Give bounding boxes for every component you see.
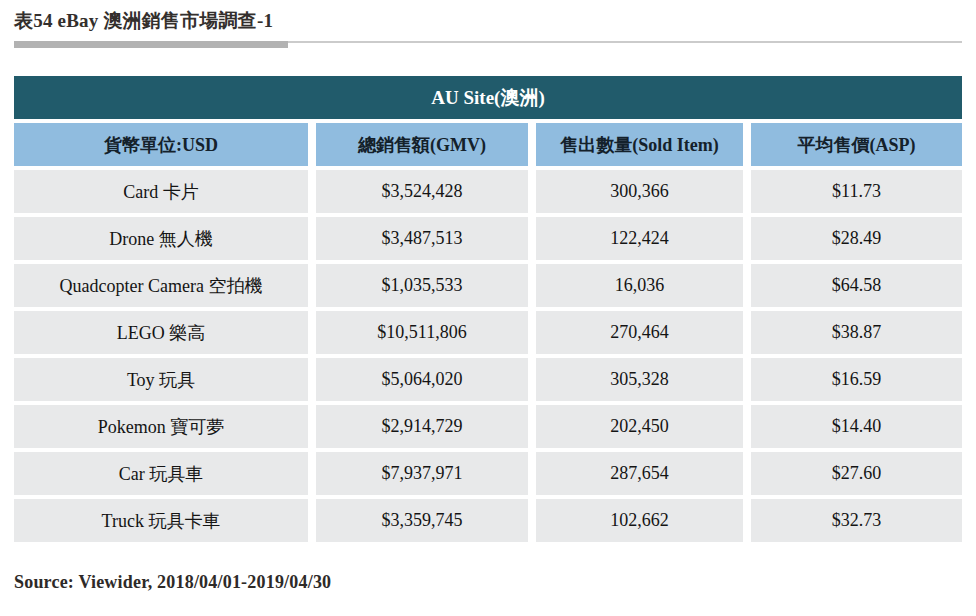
table-banner: AU Site(澳洲): [14, 76, 962, 119]
table-header-row: 貨幣單位:USD 總銷售額(GMV) 售出數量(Sold Item) 平均售價(…: [14, 123, 962, 166]
page-title: 表54 eBay 澳洲銷售市場調查-1: [14, 8, 273, 34]
source-note: Source: Viewider, 2018/04/01-2019/04/30: [14, 572, 331, 593]
cell-gmv: $7,937,971: [316, 452, 528, 495]
cell-sold: 102,662: [536, 499, 743, 542]
cell-category: Toy 玩具: [14, 358, 308, 401]
cell-sold: 16,036: [536, 264, 743, 307]
table-row: Card 卡片$3,524,428300,366$11.73: [14, 170, 962, 213]
table-row: Quadcopter Camera 空拍機$1,035,53316,036$64…: [14, 264, 962, 307]
table-row: Truck 玩具卡車$3,359,745102,662$32.73: [14, 499, 962, 542]
cell-gmv: $2,914,729: [316, 405, 528, 448]
cell-sold: 305,328: [536, 358, 743, 401]
table-row: Car 玩具車$7,937,971287,654$27.60: [14, 452, 962, 495]
table-row: LEGO 樂高$10,511,806270,464$38.87: [14, 311, 962, 354]
cell-gmv: $3,524,428: [316, 170, 528, 213]
cell-category: LEGO 樂高: [14, 311, 308, 354]
table-row: Drone 無人機$3,487,513122,424$28.49: [14, 217, 962, 260]
table-body: Card 卡片$3,524,428300,366$11.73Drone 無人機$…: [14, 170, 962, 542]
cell-asp: $16.59: [751, 358, 962, 401]
sales-table: AU Site(澳洲) 貨幣單位:USD 總銷售額(GMV) 售出數量(Sold…: [14, 76, 962, 542]
cell-sold: 202,450: [536, 405, 743, 448]
cell-asp: $64.58: [751, 264, 962, 307]
cell-sold: 287,654: [536, 452, 743, 495]
cell-gmv: $1,035,533: [316, 264, 528, 307]
title-divider: [14, 41, 962, 48]
cell-asp: $27.60: [751, 452, 962, 495]
cell-category: Pokemon 寶可夢: [14, 405, 308, 448]
cell-sold: 122,424: [536, 217, 743, 260]
cell-category: Card 卡片: [14, 170, 308, 213]
cell-sold: 300,366: [536, 170, 743, 213]
cell-gmv: $10,511,806: [316, 311, 528, 354]
column-header-asp: 平均售價(ASP): [751, 123, 962, 166]
cell-gmv: $3,359,745: [316, 499, 528, 542]
title-divider-accent: [14, 41, 288, 48]
cell-gmv: $3,487,513: [316, 217, 528, 260]
report-page: 表54 eBay 澳洲銷售市場調查-1 AU Site(澳洲) 貨幣單位:USD…: [0, 0, 976, 616]
table-row: Toy 玩具$5,064,020305,328$16.59: [14, 358, 962, 401]
column-header-currency: 貨幣單位:USD: [14, 123, 308, 166]
table-row: Pokemon 寶可夢$2,914,729202,450$14.40: [14, 405, 962, 448]
cell-asp: $38.87: [751, 311, 962, 354]
cell-category: Drone 無人機: [14, 217, 308, 260]
column-header-sold-item: 售出數量(Sold Item): [536, 123, 743, 166]
cell-sold: 270,464: [536, 311, 743, 354]
cell-category: Quadcopter Camera 空拍機: [14, 264, 308, 307]
cell-category: Truck 玩具卡車: [14, 499, 308, 542]
cell-asp: $14.40: [751, 405, 962, 448]
column-header-gmv: 總銷售額(GMV): [316, 123, 528, 166]
cell-asp: $28.49: [751, 217, 962, 260]
cell-asp: $32.73: [751, 499, 962, 542]
title-divider-line: [288, 41, 962, 43]
cell-category: Car 玩具車: [14, 452, 308, 495]
cell-asp: $11.73: [751, 170, 962, 213]
cell-gmv: $5,064,020: [316, 358, 528, 401]
